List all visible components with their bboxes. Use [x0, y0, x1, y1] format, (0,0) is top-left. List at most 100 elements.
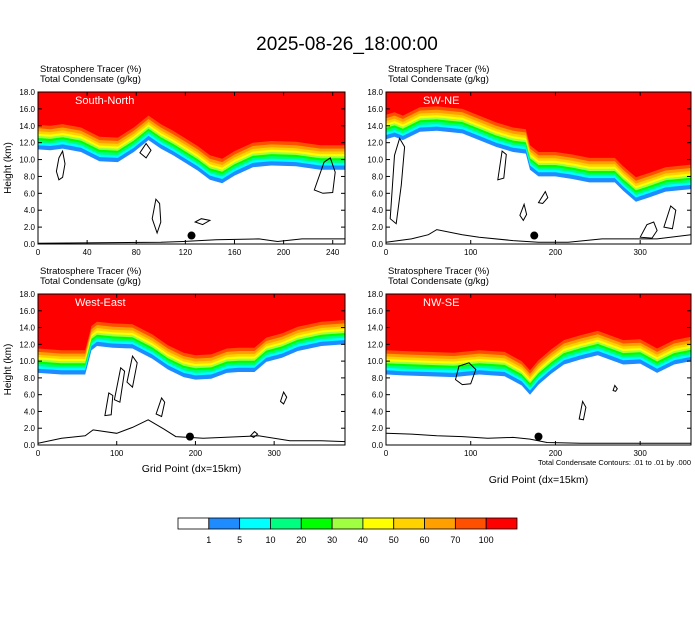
- condensate-contour-1: [389, 137, 406, 225]
- y-tick-label: 10.0: [19, 156, 35, 165]
- y-tick-label: 18.0: [19, 88, 35, 97]
- panel-4: 0.0 2.0 4.0 6.0 8.0 10.0 12.0 14.0 16.0 18.0 0 100 2…: [367, 266, 692, 486]
- y-tick-label: 6.0: [372, 189, 384, 198]
- colorbar-label: 60: [420, 535, 430, 545]
- y-tick-label: 16.0: [367, 307, 383, 316]
- x-tick-label: 200: [549, 449, 563, 458]
- tracer-band-10: [386, 294, 691, 371]
- condensate-contour-1: [55, 149, 66, 181]
- panel-label: NW-SE: [423, 297, 459, 309]
- panel-field: [386, 294, 691, 445]
- x-tick-label: 100: [110, 449, 124, 458]
- panel-subtitle-condensate: Total Condensate (g/kg): [388, 74, 489, 85]
- y-tick-label: 2.0: [24, 223, 36, 232]
- y-tick-label: 6.0: [24, 189, 36, 198]
- colorbar-swatch-1: [177, 517, 210, 530]
- condensate-contour-5: [639, 221, 658, 239]
- y-tick-label: 18.0: [19, 290, 35, 299]
- y-tick-label: 2.0: [372, 424, 384, 433]
- condensate-contour-3: [126, 354, 138, 389]
- y-tick-label: 14.0: [367, 122, 383, 131]
- y-tick-label: 18.0: [367, 88, 383, 97]
- colorbar-label: 100: [479, 535, 494, 545]
- colorbar: 1 5 10 20 30 40 50 60 70 100: [177, 517, 518, 545]
- condensate-contour-4: [155, 396, 166, 418]
- y-tick-label: 10.0: [367, 156, 383, 165]
- colorbar-label: 30: [327, 535, 337, 545]
- terrain-line: [38, 238, 345, 244]
- terrain-line: [386, 229, 691, 243]
- plot-frame: [385, 91, 692, 245]
- location-marker: [530, 231, 539, 240]
- x-tick-label: 100: [464, 449, 478, 458]
- x-tick-label: 40: [83, 248, 92, 257]
- condensate-contour-6: [279, 390, 288, 405]
- colorbar-swatch-5: [300, 517, 333, 530]
- y-tick-label: 6.0: [372, 391, 384, 400]
- y-tick-label: 16.0: [19, 307, 35, 316]
- y-tick-label: 2.0: [372, 223, 384, 232]
- y-tick-label: 16.0: [367, 105, 383, 114]
- x-tick-label: 200: [277, 248, 291, 257]
- y-tick-label: 12.0: [19, 340, 35, 349]
- condensate-contour-5: [139, 142, 152, 159]
- condensate-contour-4: [537, 190, 549, 205]
- colorbar-label: 40: [358, 535, 368, 545]
- panel-field: [38, 294, 345, 445]
- y-tick-label: 12.0: [367, 340, 383, 349]
- tracer-band-10: [38, 92, 345, 159]
- x-tick-label: 0: [384, 248, 389, 257]
- x-tick-label: 300: [267, 449, 281, 458]
- condensate-contour-4: [313, 157, 336, 194]
- panel-1: 0.0 2.0 4.0 6.0 8.0 10.0 12.0 14.0 16.0 18.0 0 40 80…: [3, 64, 346, 257]
- y-axis-label: Height (km): [3, 344, 14, 396]
- condensate-contour-2: [113, 366, 126, 403]
- y-tick-label: 12.0: [19, 139, 35, 148]
- y-tick-label: 14.0: [367, 324, 383, 333]
- panel-subtitle-condensate: Total Condensate (g/kg): [40, 74, 141, 85]
- colorbar-swatch-9: [424, 517, 456, 530]
- y-tick-label: 4.0: [24, 407, 36, 416]
- panel-field: [386, 92, 691, 244]
- colorbar-label: 5: [237, 535, 242, 545]
- tracer-band-10: [38, 294, 345, 356]
- plot-frame: [37, 91, 346, 245]
- condensate-contour-2: [497, 150, 507, 181]
- y-tick-label: 8.0: [372, 172, 384, 181]
- colorbar-label: 10: [265, 535, 275, 545]
- panel-subtitle-condensate: Total Condensate (g/kg): [40, 276, 141, 287]
- panel-label: SW-NE: [423, 95, 459, 107]
- x-tick-label: 0: [36, 449, 41, 458]
- x-tick-label: 300: [633, 248, 647, 257]
- panel-label: West-East: [75, 297, 126, 309]
- y-tick-label: 0.0: [372, 240, 384, 249]
- colorbar-swatch-7: [362, 517, 395, 530]
- condensate-contour-6: [663, 205, 677, 230]
- condensate-contour-3: [612, 384, 618, 392]
- condensate-contour-3: [193, 218, 212, 226]
- y-tick-label: 4.0: [372, 206, 384, 215]
- condensate-contour-1: [104, 392, 114, 417]
- panel-subtitle-tracer: Stratosphere Tracer (%): [40, 266, 141, 277]
- colorbar-swatch-6: [331, 517, 364, 530]
- panel-subtitle-tracer: Stratosphere Tracer (%): [40, 64, 141, 75]
- colorbar-label: 70: [450, 535, 460, 545]
- y-tick-label: 8.0: [24, 172, 36, 181]
- colorbar-swatch-8: [393, 517, 425, 530]
- panel-subtitle-tracer: Stratosphere Tracer (%): [388, 64, 489, 75]
- y-tick-label: 18.0: [367, 290, 383, 299]
- tracer-band-10: [386, 92, 691, 178]
- y-axis-label: Height (km): [3, 142, 14, 194]
- colorbar-swatch-2: [208, 517, 241, 530]
- x-tick-label: 200: [549, 248, 563, 257]
- y-tick-label: 14.0: [19, 122, 35, 131]
- colorbar-swatch-4: [270, 517, 302, 530]
- x-tick-label: 80: [132, 248, 141, 257]
- location-marker: [534, 432, 543, 441]
- y-tick-label: 0.0: [24, 240, 36, 249]
- y-tick-label: 4.0: [24, 206, 36, 215]
- location-marker: [185, 432, 194, 441]
- panels: 0.0 2.0 4.0 6.0 8.0 10.0 12.0 14.0 16.0 18.0 0 40 80…: [3, 64, 692, 486]
- colorbar-swatch-3: [239, 517, 271, 530]
- terrain-line: [38, 419, 345, 444]
